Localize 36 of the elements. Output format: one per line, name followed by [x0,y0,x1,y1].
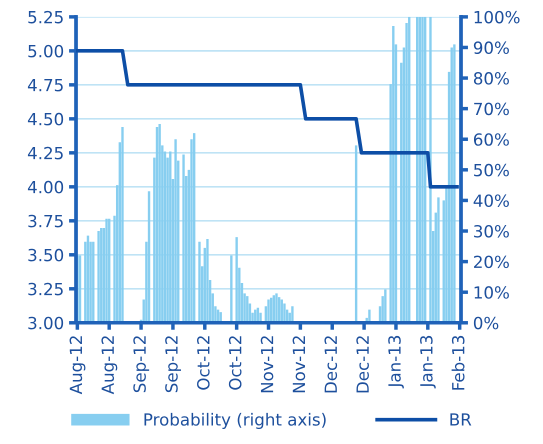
x-tick-label: Aug-12 [70,336,86,394]
x-tick-label: Nov-12 [292,336,306,392]
y2-tick-label: 10% [474,286,509,299]
x-tick-label: Feb-13 [452,336,465,390]
y2-tick-label: 90% [474,41,509,54]
y2-tick-label: 70% [474,102,509,116]
x-tick-label: Aug-12 [101,336,118,394]
y2-tick-label: 0% [474,316,498,330]
x-tick-label: Oct-12 [197,336,210,390]
x-tick-label: Jan-13 [420,336,436,388]
y-tick-label: 4.75 [28,79,63,92]
y-tick-label: 4.25 [28,146,63,160]
y-tick-label: 4.00 [28,180,64,194]
y2-tick-label: 50% [474,164,509,176]
y-tick-label: 5.00 [28,44,64,58]
x-tick-label: Oct-12 [228,336,242,390]
x-tick-label: Sep-12 [133,336,150,392]
y2-tick-label: 100% [474,10,520,24]
x-tick-label: Dec-12 [324,336,338,392]
y-tick-label: 3.25 [28,282,63,296]
y-tick-label: 3.00 [28,316,64,330]
y-tick-label: 3.50 [28,248,64,262]
y2-tick-label: 30% [474,224,509,238]
y2-tick-label: 60% [474,133,509,146]
x-tick-label: Sep-12 [165,336,181,392]
y-tick-label: 4.50 [28,112,64,126]
y2-tick-label: 40% [474,194,509,207]
legend-label: BR [450,413,472,426]
x-tick-label: Jan-13 [388,336,404,388]
x-tick-label: Dec-12 [356,336,369,392]
y2-tick-label: 80% [474,72,509,85]
y-tick-label: 3.75 [28,214,63,228]
legend-label: Probability (right axis) [144,412,326,429]
x-tick-label: Nov-12 [260,336,274,392]
y2-tick-label: 20% [474,256,509,268]
y-tick-label: 5.25 [28,10,63,24]
